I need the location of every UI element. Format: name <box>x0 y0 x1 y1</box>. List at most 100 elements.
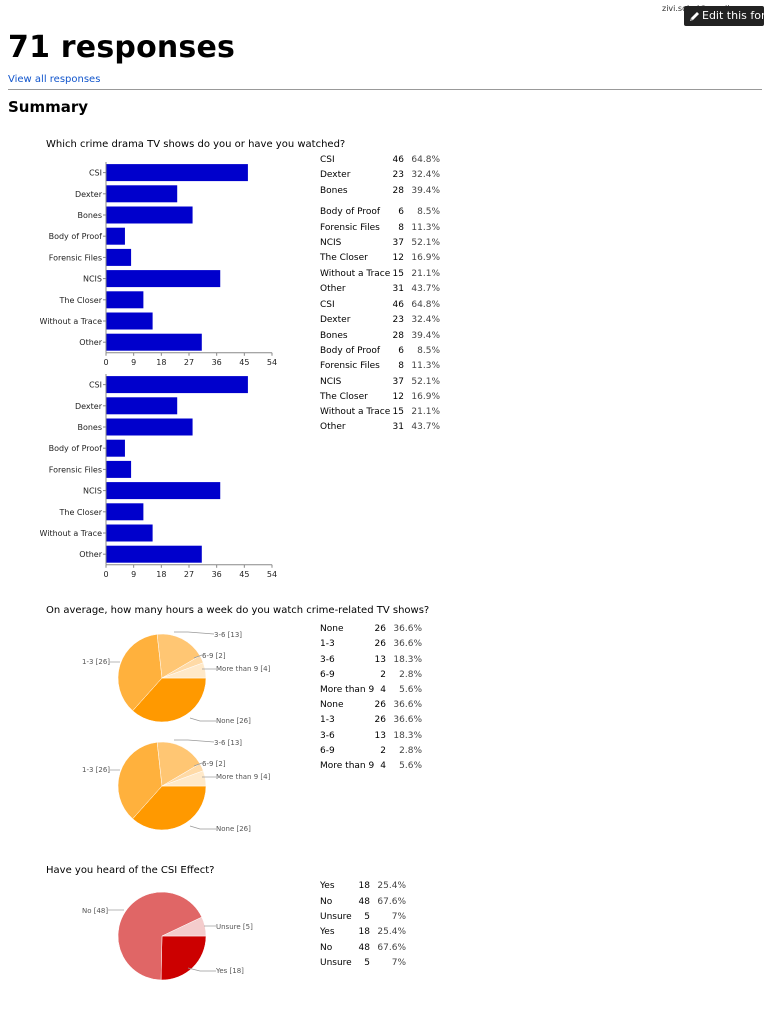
stats-count: 26 <box>374 624 386 634</box>
stats-percent: 16.9% <box>411 391 440 402</box>
label-leader-line <box>189 825 216 830</box>
stats-percent: 32.4% <box>411 315 440 326</box>
category-label: Body of Proof <box>49 232 103 241</box>
category-label: NCIS <box>83 487 102 496</box>
stats-row: Body of Proof 6 8.5% <box>320 207 450 221</box>
stats-percent: 8.5% <box>417 207 440 218</box>
stats-count: 48 <box>358 942 370 953</box>
bar <box>106 185 178 203</box>
stats-percent: 2.8% <box>399 669 422 680</box>
bar <box>106 503 144 521</box>
stats-percent: 18.3% <box>393 730 422 741</box>
stats-count: 28 <box>392 330 404 341</box>
stats-row: More than 9 4 5.6% <box>320 685 430 699</box>
stats-percent: 25.4% <box>377 881 406 891</box>
label-leader-line <box>174 631 215 635</box>
stats-percent: 36.6% <box>393 715 422 726</box>
x-tick-label: 27 <box>184 570 194 579</box>
pie-chart-csi-effect: No [48] Unsure [5] Yes [18] <box>82 891 253 981</box>
pie-label: More than 9 [4] <box>216 773 271 781</box>
stats-label: Yes <box>320 927 335 937</box>
stats-label: Forensic Files <box>320 222 380 233</box>
bar <box>106 460 132 478</box>
stats-count: 23 <box>392 170 404 181</box>
stats-count: 13 <box>374 730 386 741</box>
view-all-responses-link[interactable]: View all responses <box>8 74 101 85</box>
stats-percent: 52.1% <box>411 238 440 248</box>
stats-count: 46 <box>392 300 404 310</box>
pie-label: 3-6 [13] <box>214 739 242 747</box>
stats-percent: 36.6% <box>393 700 422 710</box>
edit-form-button[interactable]: Edit this form <box>684 6 768 26</box>
category-label: Forensic Files <box>49 253 102 262</box>
question-3-stats-repeat: Yes 18 25.4% No 48 67.6% Unsure 5 7% <box>320 927 410 973</box>
stats-row: CSI 46 64.8% <box>320 300 450 314</box>
stats-percent: 64.8% <box>411 300 440 310</box>
summary-heading: Summary <box>8 98 89 116</box>
stats-label: 6-9 <box>320 669 335 680</box>
stats-row: Yes 18 25.4% <box>320 927 410 941</box>
pie-slice <box>132 677 207 723</box>
pie-label: Yes [18] <box>215 967 244 975</box>
stats-count: 48 <box>358 896 370 907</box>
pie-label: None [26] <box>216 825 251 833</box>
stats-row: 6-9 2 2.8% <box>320 670 430 684</box>
x-tick-label: 18 <box>156 570 166 579</box>
label-leader-line <box>187 967 216 972</box>
stats-label: NCIS <box>320 238 342 248</box>
x-tick-label: 9 <box>131 570 136 579</box>
stats-percent: 32.4% <box>411 170 440 181</box>
stats-row: Unsure 5 7% <box>320 958 410 972</box>
label-leader-line <box>189 717 216 722</box>
question-1-title: Which crime drama TV shows do you or hav… <box>46 139 346 150</box>
label-leader-line <box>193 654 203 659</box>
stats-count: 26 <box>374 715 386 726</box>
stats-row: None 26 36.6% <box>320 624 430 638</box>
pie-slice <box>117 741 163 820</box>
stats-percent: 2.8% <box>399 745 422 756</box>
stats-label: Dexter <box>320 170 351 181</box>
question-3-stats: Yes 18 25.4% No 48 67.6% Unsure 5 7% <box>320 881 410 927</box>
stats-percent: 64.8% <box>411 155 440 165</box>
stats-percent: 8.5% <box>417 345 440 356</box>
stats-row: Unsure 5 7% <box>320 912 410 926</box>
stats-row: Without a Trace 15 21.1% <box>320 407 450 421</box>
stats-row: 1-3 26 36.6% <box>320 639 430 653</box>
stats-row: No 48 67.6% <box>320 897 410 911</box>
pie-slice <box>132 785 207 831</box>
stats-count: 26 <box>374 639 386 650</box>
category-label: Body of Proof <box>49 444 103 453</box>
stats-label: None <box>320 700 344 710</box>
bar <box>106 418 193 436</box>
stats-count: 18 <box>358 927 370 937</box>
x-tick-label: 54 <box>267 570 277 579</box>
stats-percent: 21.1% <box>411 407 440 418</box>
pie-slice <box>156 741 201 787</box>
stats-label: 1-3 <box>320 715 335 726</box>
stats-label: Dexter <box>320 315 351 326</box>
stats-label: Unsure <box>320 958 352 969</box>
stats-percent: 18.3% <box>393 654 422 665</box>
stats-row: Yes 18 25.4% <box>320 881 410 895</box>
question-3-title: Have you heard of the CSI Effect? <box>46 865 215 876</box>
bar <box>106 482 221 500</box>
category-label: NCIS <box>83 275 102 284</box>
x-tick-label: 45 <box>239 358 249 367</box>
stats-count: 37 <box>392 238 404 248</box>
stats-count: 15 <box>392 407 404 418</box>
bar <box>106 206 193 224</box>
stats-row: Bones 28 39.4% <box>320 186 450 200</box>
edit-form-label: Edit this form <box>702 9 768 22</box>
category-label: The Closer <box>58 508 102 517</box>
stats-label: 3-6 <box>320 654 335 665</box>
stats-row: CSI 46 64.8% <box>320 155 450 169</box>
category-label: CSI <box>89 169 102 178</box>
x-tick-label: 36 <box>212 570 222 579</box>
stats-label: Body of Proof <box>320 207 381 218</box>
stats-percent: 52.1% <box>411 376 440 387</box>
stats-count: 2 <box>380 669 386 680</box>
stats-percent: 67.6% <box>377 896 406 907</box>
stats-label: Other <box>320 422 346 433</box>
stats-label: NCIS <box>320 376 342 387</box>
stats-count: 4 <box>380 685 386 696</box>
